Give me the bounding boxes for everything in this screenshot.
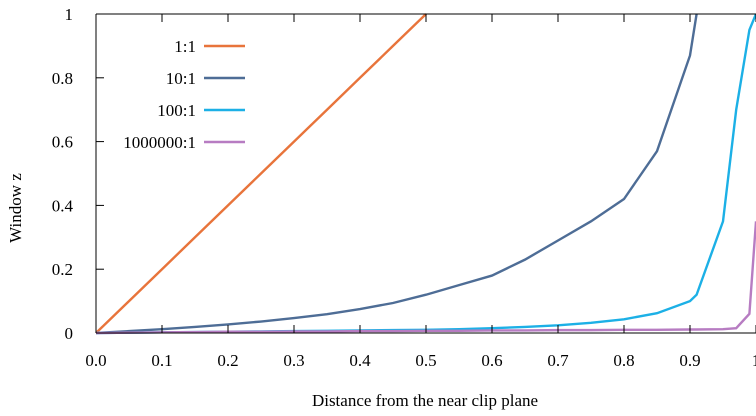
legend-label: 1000000:1 bbox=[123, 133, 196, 152]
y-axis-label: Window z bbox=[6, 173, 25, 243]
legend-label: 10:1 bbox=[166, 69, 196, 88]
x-tick-label: 1 bbox=[752, 351, 756, 370]
x-tick-label: 0.2 bbox=[217, 351, 238, 370]
plot-area bbox=[96, 14, 756, 333]
series-line-1 bbox=[95, 13, 698, 335]
series-group bbox=[95, 13, 756, 335]
legend: 1:1 10:1 100:1 1000000:1 bbox=[123, 37, 245, 152]
plot-background bbox=[96, 14, 756, 333]
x-tick-label: 0.5 bbox=[415, 351, 436, 370]
y-tick-label: 1 bbox=[65, 5, 74, 24]
y-tick-label: 0.6 bbox=[52, 133, 73, 152]
series-line-0 bbox=[95, 13, 427, 334]
x-tick-label: 0.3 bbox=[283, 351, 304, 370]
x-tick-label: 0.8 bbox=[613, 351, 634, 370]
y-tick-label: 0 bbox=[65, 324, 74, 343]
x-tick-label: 0.7 bbox=[547, 351, 569, 370]
x-tick-label: 0.0 bbox=[85, 351, 106, 370]
x-tick-label: 0.4 bbox=[349, 351, 371, 370]
series-line-3 bbox=[95, 221, 756, 335]
x-axis-label: Distance from the near clip plane bbox=[312, 391, 538, 410]
x-tick-label: 0.6 bbox=[481, 351, 502, 370]
x-tick-label: 0.9 bbox=[679, 351, 700, 370]
y-tick-label: 0.8 bbox=[52, 69, 73, 88]
legend-label: 100:1 bbox=[157, 101, 196, 120]
y-tick-label: 0.2 bbox=[52, 260, 73, 279]
axes-group: 0.0 0.1 0.2 0.3 0.4 0.5 0.6 0.7 0.8 0.9 1 0 0.2 0.4 0.… bbox=[52, 5, 756, 370]
y-tick-label: 0.4 bbox=[52, 196, 74, 215]
legend-label: 1:1 bbox=[174, 37, 196, 56]
x-tick-label: 0.1 bbox=[151, 351, 172, 370]
